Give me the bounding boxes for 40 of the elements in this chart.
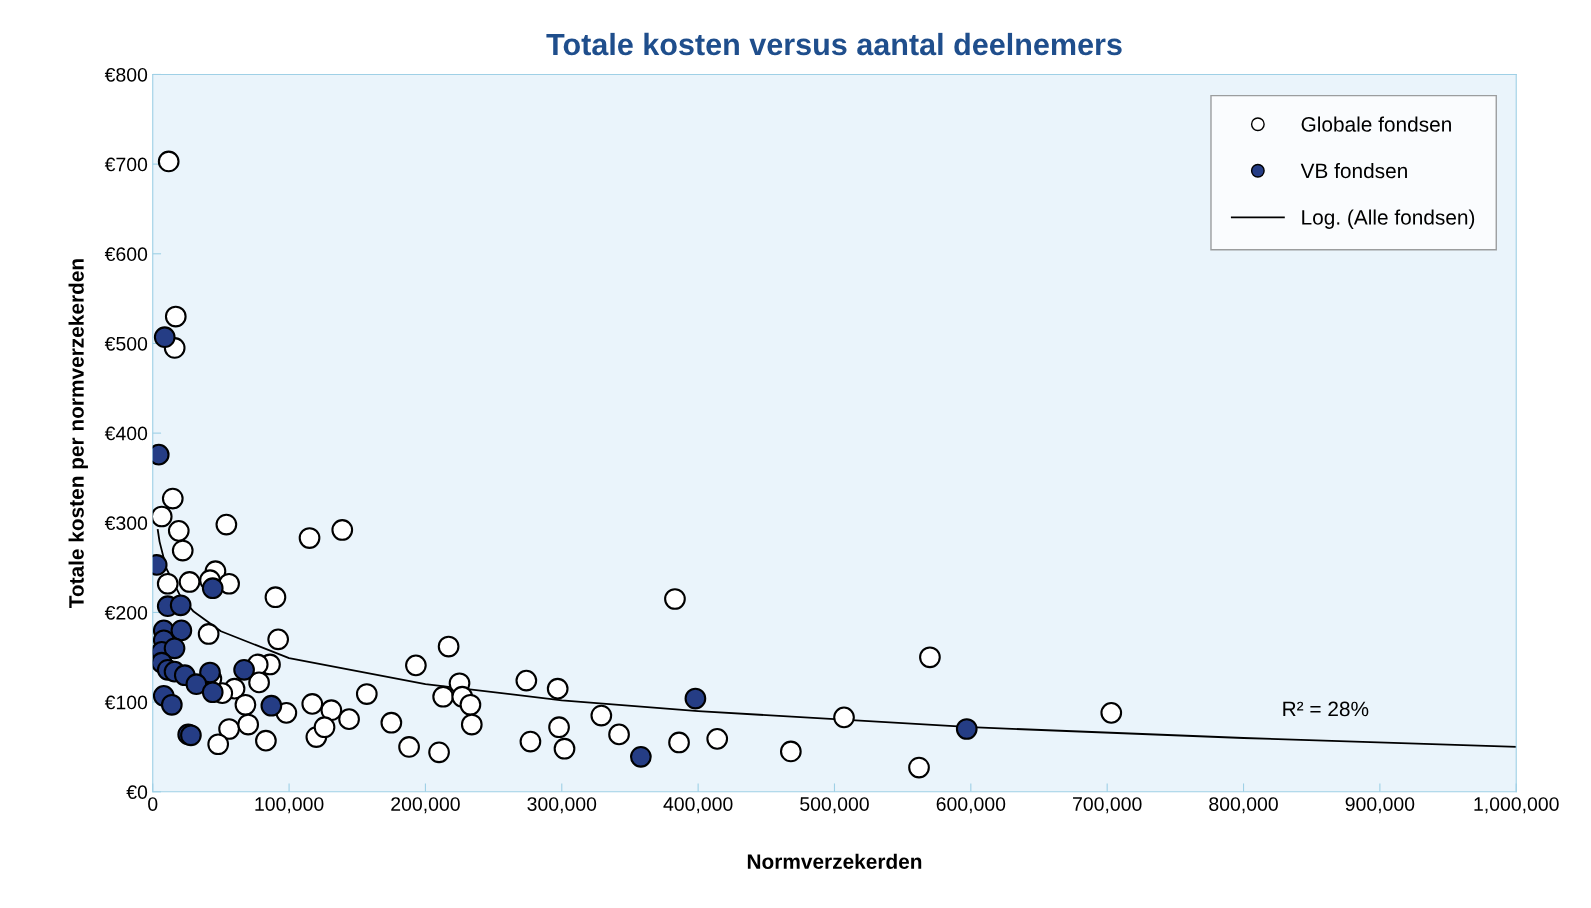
point <box>170 619 193 642</box>
point <box>163 637 186 660</box>
x-tick-label: 300,000 <box>527 797 597 814</box>
y-tick-label: €600 <box>104 247 148 262</box>
x-tick-label: 500,000 <box>800 797 869 814</box>
legend-label: Log. (Alle fondsen) <box>1302 209 1475 229</box>
point <box>169 594 192 617</box>
point <box>630 745 652 768</box>
x-tick-label: 400,000 <box>663 797 733 814</box>
y-tick-label: €200 <box>104 605 148 620</box>
x-tick-label: 800,000 <box>1209 797 1278 814</box>
annotation: R² = 28% <box>1283 701 1369 717</box>
x-tick-label: 700,000 <box>1073 797 1142 814</box>
x-tick-label: 100,000 <box>255 797 324 814</box>
point <box>185 673 208 696</box>
x-tick-label: 0 <box>148 797 158 811</box>
point <box>233 658 255 681</box>
point <box>153 326 176 349</box>
legend-label: Globale fondsen <box>1301 116 1451 132</box>
y-tick-label: €700 <box>104 157 148 172</box>
point <box>260 694 283 717</box>
y-tick-label: €300 <box>104 516 148 531</box>
point <box>201 577 224 600</box>
y-tick-label: €800 <box>104 67 148 82</box>
point <box>684 687 707 710</box>
point <box>955 718 978 740</box>
y-axis-title: Totale kosten per normverzekerden <box>68 259 88 609</box>
y-tick-label: €0 <box>126 785 148 800</box>
x-tick-label: 600,000 <box>936 797 1006 814</box>
point <box>201 681 224 704</box>
x-tick-label: 900,000 <box>1345 797 1415 814</box>
point <box>160 693 183 716</box>
x-tick-label: 200,000 <box>391 797 460 814</box>
legend-label: VB fondsen <box>1300 162 1407 179</box>
chart-title: Totale kosten versus aantal deelnemers <box>546 32 1122 56</box>
y-tick-label: €400 <box>104 426 148 441</box>
y-tick-label: €100 <box>104 695 148 710</box>
x-axis-title: Normverzekerden <box>747 853 922 869</box>
y-tick-label: €500 <box>104 336 148 351</box>
x-tick-label: 1,000,000 <box>1474 797 1559 814</box>
